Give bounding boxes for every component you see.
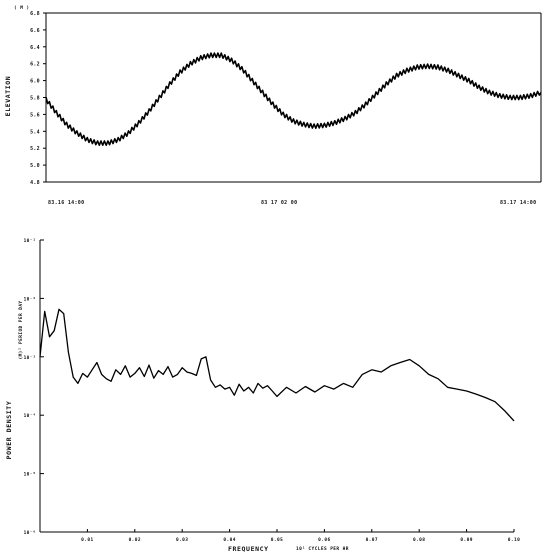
y-tick-label: 10⁻⁶ [24, 530, 36, 536]
y-tick-label: 6.4 [30, 45, 40, 51]
y-tick-label: 6.6 [30, 28, 40, 34]
y-axis-label: ELEVATION [4, 76, 12, 117]
y-tick-label: 6.0 [30, 79, 40, 85]
y-tick-label: 5.4 [30, 129, 40, 135]
y-tick-label: 10⁻⁵ [24, 472, 36, 478]
x-tick-label: 83 17 02 00 [261, 200, 297, 206]
y-unit-label: ( M ) [14, 5, 30, 11]
series-line [45, 52, 542, 146]
y-axis-unit-label: (M)² PERIOD PER DAY [18, 300, 24, 359]
y-tick-group: 6.8 6.6 6.4 6.2 6.0 5.8 5.6 5.4 5.2 5.0 4.8 [30, 11, 46, 186]
y-tick-label: 10⁻³ [24, 355, 36, 361]
y-axis-label: POWER DENSITY [5, 401, 13, 460]
x-tick-label: 0.08 [413, 537, 425, 543]
y-tick-group: 10⁻¹ 10⁻² 10⁻³ 10⁻⁴ 10⁻⁵ 10⁻⁶ [24, 238, 44, 536]
x-tick-label: 83.16 14:00 [48, 200, 84, 206]
x-axis-label: FREQUENCY [228, 545, 269, 553]
y-tick-label: 10⁻² [24, 296, 36, 302]
x-tick-label: 0.03 [176, 537, 188, 543]
y-tick-label: 6.8 [30, 11, 40, 17]
y-tick-label: 10⁻¹ [24, 238, 36, 244]
series-line [39, 308, 515, 422]
y-tick-label: 6.2 [30, 62, 40, 68]
spectrum-chart: 10⁻¹10⁻²10⁻³10⁻⁴10⁻⁵10⁻⁶ 0.01 0.02 0.03 0.0… [5, 238, 520, 553]
x-tick-label: 0.10 [508, 537, 520, 543]
x-tick-label: 0.04 [223, 537, 235, 543]
x-tick-label: 0.01 [81, 537, 93, 543]
x-tick-label: 0.07 [366, 537, 378, 543]
y-tick-label: 5.2 [30, 146, 40, 152]
y-tick-label: 5.0 [30, 163, 40, 169]
x-tick-label: 0.02 [129, 537, 141, 543]
x-tick-group: 0.01 0.02 0.03 0.04 0.05 0.06 0.07 0.08 0.09 0.10 [81, 529, 520, 543]
x-tick-label: 0.05 [271, 537, 283, 543]
y-tick-label: 10⁻⁴ [24, 413, 36, 419]
x-tick-label: 0.09 [460, 537, 472, 543]
elevation-chart: ( M ) 6.86.66.46.26.05.85.65.45.25.04.8 … [4, 5, 542, 206]
x-axis-unit-label: 10¹ CYCLES PER HR [296, 546, 349, 552]
y-tick-label: 5.6 [30, 112, 40, 118]
y-tick-label: 5.8 [30, 96, 40, 102]
y-tick-label: 4.8 [30, 180, 40, 186]
x-tick-label: 0.06 [318, 537, 330, 543]
x-tick-label: 83.17 14:00 [500, 200, 536, 206]
